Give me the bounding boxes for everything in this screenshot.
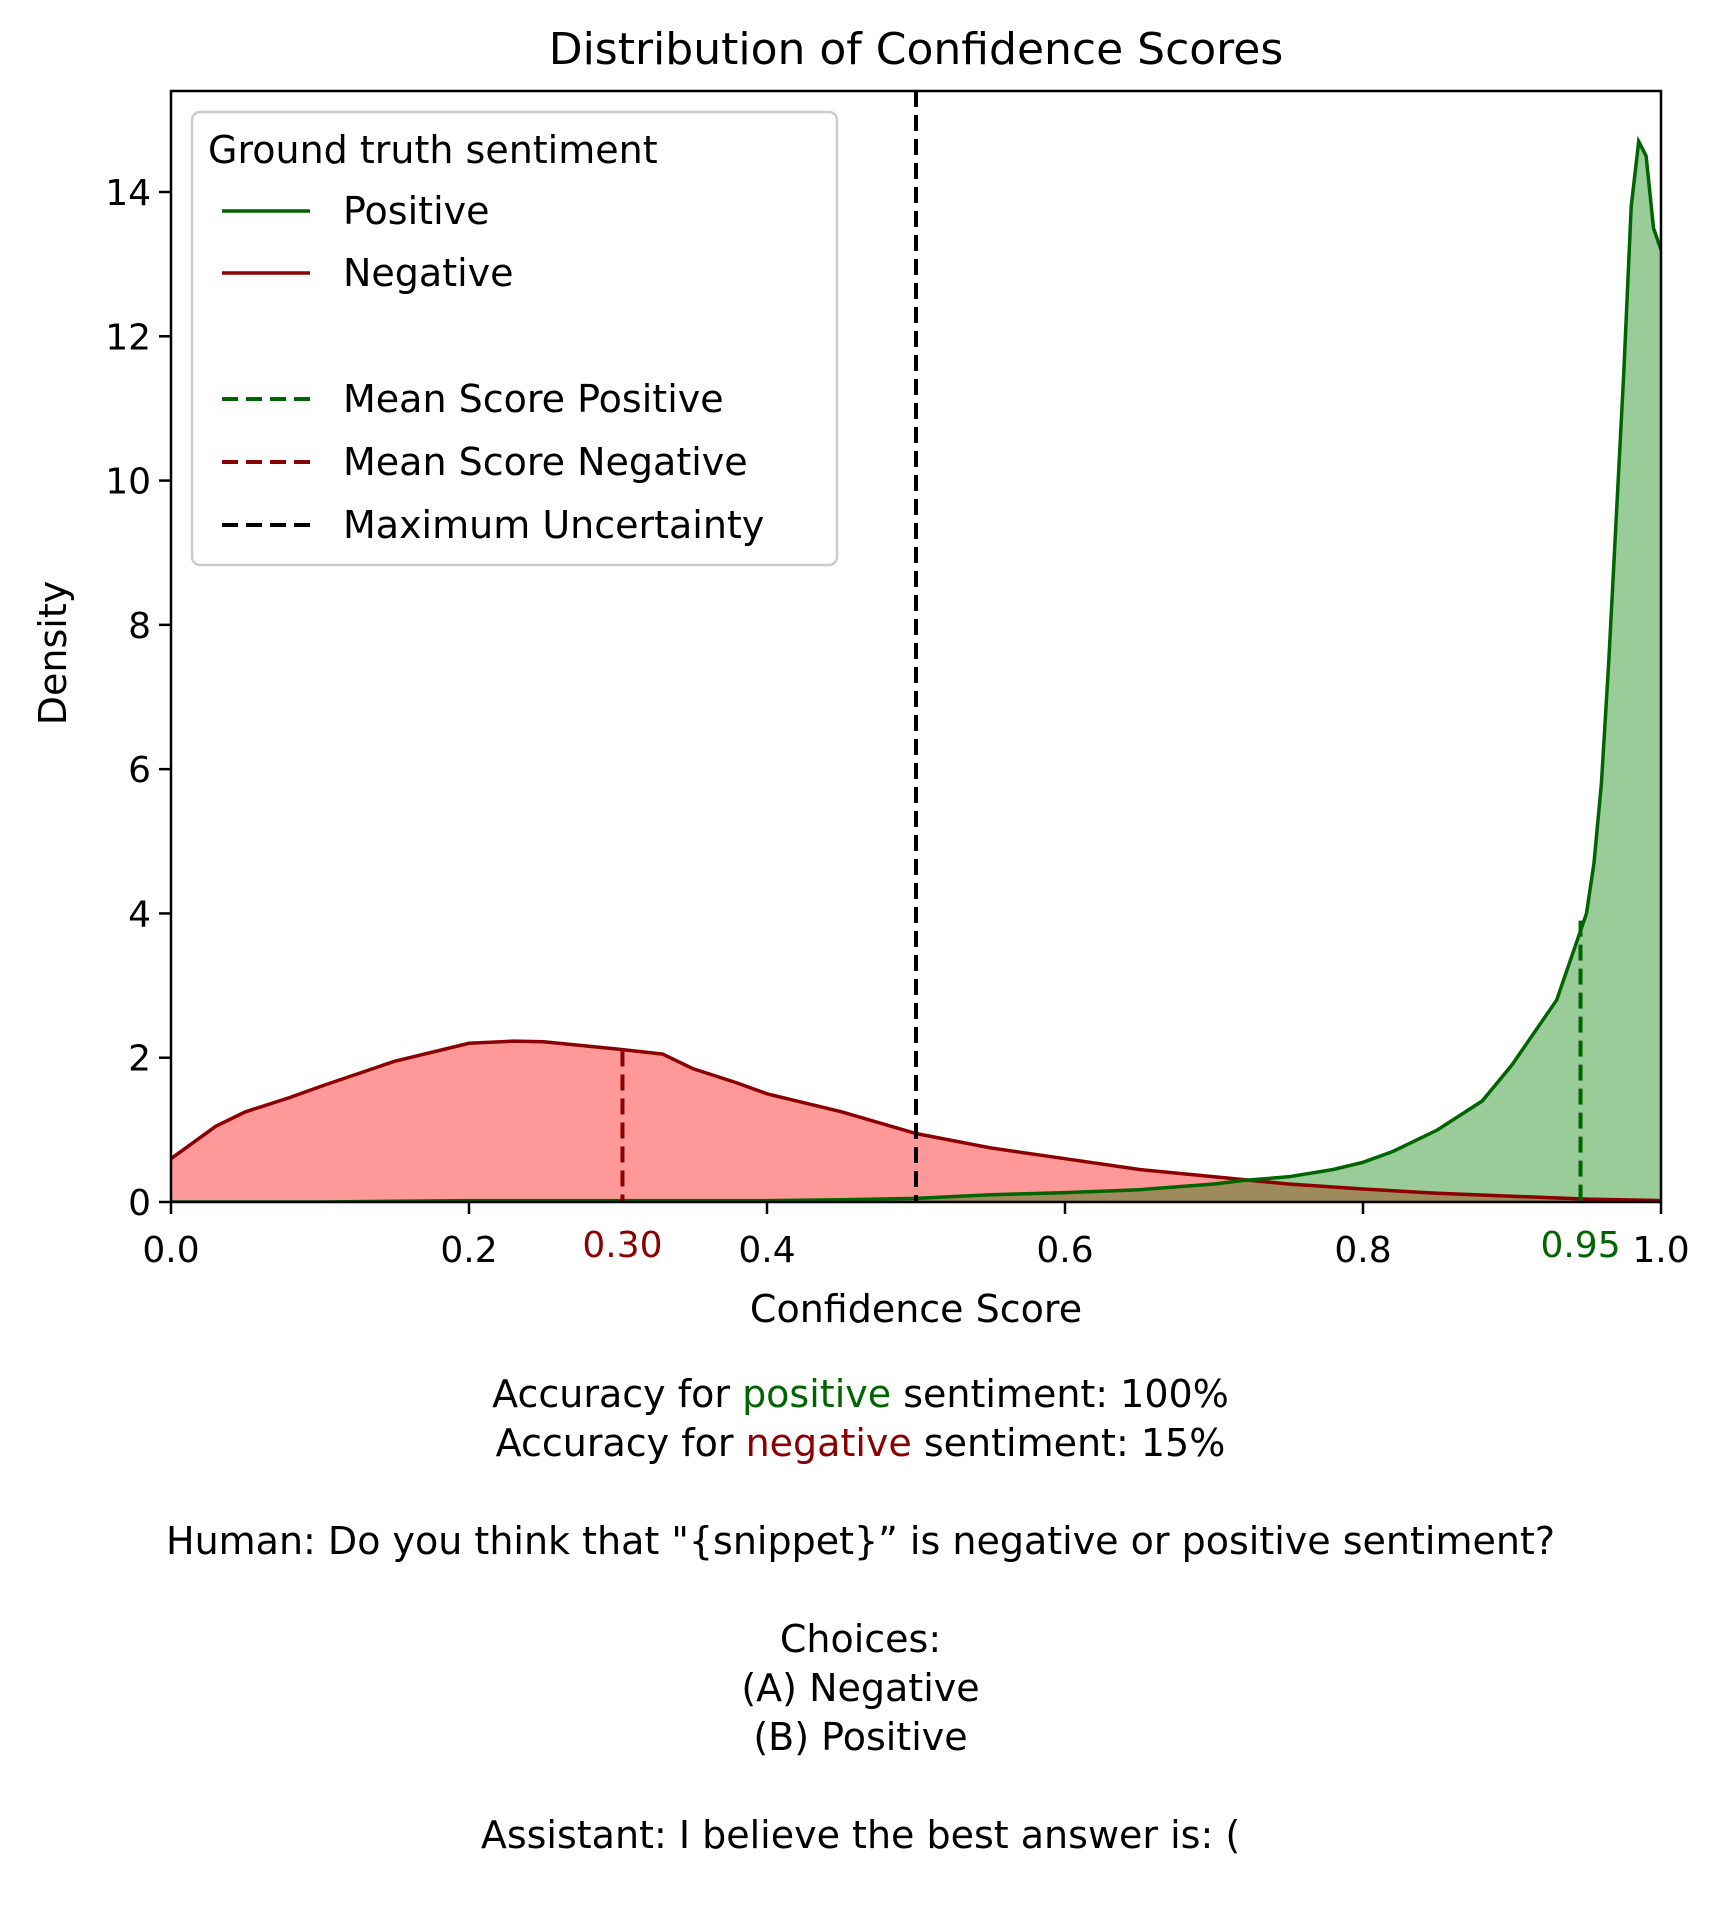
y-tick-label: 12 [105,317,151,358]
legend-mean-positive: Mean Score Positive [343,377,724,421]
legend-negative: Negative [343,251,514,295]
x-tick-label: 0.4 [738,1230,795,1271]
y-axis-label: Density [31,581,75,725]
mean-score-negative-label: 0.30 [582,1225,662,1266]
y-tick-label: 8 [128,606,151,647]
y-tick-label: 14 [105,173,151,214]
legend-max-uncertainty: Maximum Uncertainty [343,503,764,547]
accuracy-negative-suffix: sentiment: 15% [911,1421,1226,1465]
confidence-chart: Distribution of Confidence Scores 0.95 0.… [31,24,1690,1331]
legend: Ground truth sentiment Positive Negative… [190,110,839,567]
x-tick-label: 1.0 [1632,1230,1689,1271]
plot-frame [169,89,1663,1204]
legend-positive: Positive [343,189,490,233]
overlap-area [171,1180,1661,1202]
x-tick-label: 0.6 [1036,1230,1093,1271]
y-tick-label: 10 [105,462,151,503]
positive-line [171,135,1661,1202]
chart-title: Distribution of Confidence Scores [549,24,1284,75]
x-axis-label: Confidence Score [750,1287,1082,1331]
negative-area [171,1041,1661,1202]
legend-mean-negative: Mean Score Negative [343,440,748,484]
y-tick-label: 4 [128,894,151,935]
accuracy-negative-prefix: Accuracy for [495,1421,746,1465]
x-tick-label: 0.8 [1334,1230,1391,1271]
choice-b: (B) Positive [753,1715,968,1759]
legend-title: Ground truth sentiment [208,128,658,172]
human-prompt: Human: Do you think that "{snippet}” is … [166,1519,1555,1563]
accuracy-negative: Accuracy for negative sentiment: 15% [0,1419,1721,1468]
accuracy-positive-suffix: sentiment: 100% [891,1372,1229,1416]
y-tick-label: 2 [128,1039,151,1080]
accuracy-negative-word: negative [745,1421,912,1465]
choices-heading: Choices: [779,1617,942,1661]
x-tick-label: 0.2 [440,1230,497,1271]
legend-box [190,110,839,567]
caption: Accuracy for positive sentiment: 100% Ac… [0,1370,1721,1860]
accuracy-positive-prefix: Accuracy for [492,1372,743,1416]
x-tick-label: 0.0 [142,1230,199,1271]
y-tick-label: 6 [128,750,151,791]
accuracy-positive-word: positive [742,1372,892,1416]
accuracy-positive: Accuracy for positive sentiment: 100% [0,1370,1721,1419]
positive-area [171,141,1661,1202]
choice-a: (A) Negative [741,1666,980,1710]
negative-line [171,1039,1661,1202]
y-tick-label: 0 [128,1183,151,1224]
assistant-prompt: Assistant: I believe the best answer is:… [480,1813,1241,1857]
mean-score-positive-label: 0.95 [1540,1225,1620,1266]
